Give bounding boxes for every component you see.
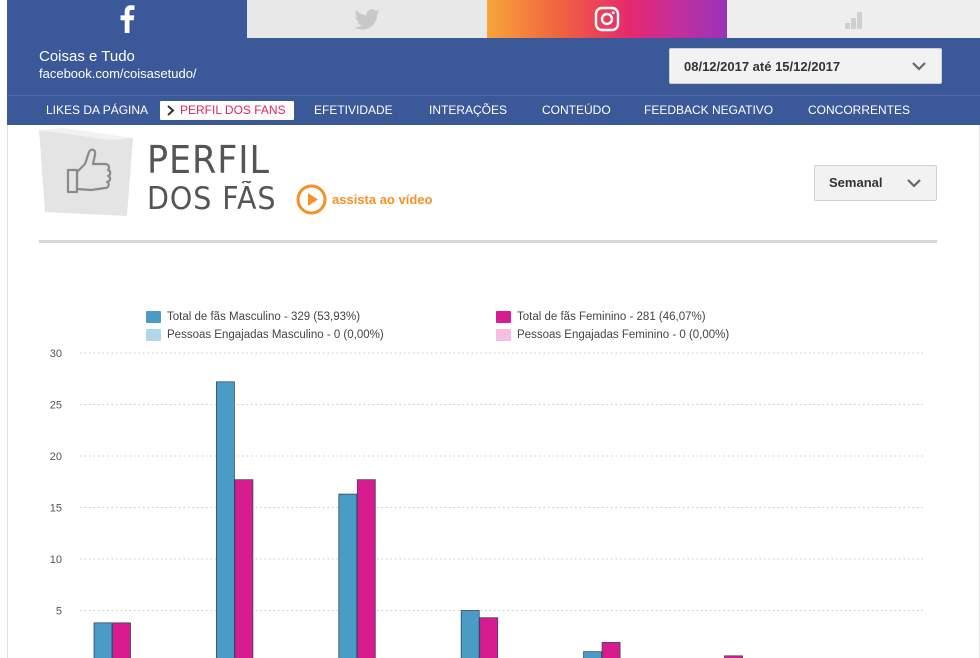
tab-facebook[interactable] [7,0,247,38]
section-nav: LIKES DA PÁGINA PERFIL DOS FANS EFETIVID… [7,95,980,125]
section-divider [39,240,937,243]
facebook-page-url[interactable]: facebook.com/coisasetudo/ [39,66,197,81]
chevron-down-icon [907,179,921,188]
nav-item-concorrentes[interactable]: CONCORRENTES [808,103,911,117]
legend-item-male-fans[interactable]: Total de fãs Masculino - 329 (53,93%) [146,311,360,323]
legend-item-engaged-male[interactable]: Pessoas Engajadas Masculino - 0 (0,00%) [146,329,384,341]
facebook-icon [120,5,135,33]
legend-item-female-fans[interactable]: Total de fãs Feminino - 281 (46,07%) [496,311,706,323]
section-title-line2: DOS FÃS [147,181,277,217]
social-network-tabs [7,0,980,38]
twitter-icon [354,8,380,30]
period-select[interactable]: Semanal [814,165,937,201]
y-tick-label: 20 [50,451,62,463]
fans-profile-chart: 30 25 20 15 10 5 [50,348,926,658]
bar-female[interactable] [601,642,621,658]
instagram-icon [594,6,620,32]
bar-female[interactable] [724,655,743,658]
content-area: PERFIL DOS FÃS assista ao vídeo Semanal … [7,125,980,658]
y-tick-label: 25 [50,400,62,412]
watch-video-label: assista ao vídeo [332,192,433,207]
date-range-select[interactable]: 08/12/2017 até 15/12/2017 [669,48,942,84]
nav-item-conteudo[interactable]: CONTEÚDO [542,103,611,117]
facebook-page-name: Coisas e Tudo [39,48,135,65]
chevron-right-icon [167,105,175,116]
nav-item-likes-da-pagina[interactable]: LIKES DA PÁGINA [46,103,149,117]
page-header: Coisas e Tudo facebook.com/coisasetudo/ … [7,38,980,95]
nav-item-interacoes[interactable]: INTERAÇÕES [429,103,508,117]
tab-other-network[interactable] [727,0,980,38]
bar-female[interactable] [112,622,131,658]
bar-male[interactable] [93,622,113,658]
nav-item-feedback-negativo[interactable]: FEEDBACK NEGATIVO [644,103,774,117]
legend-swatch [496,329,511,341]
bar-chart-icon [844,12,862,29]
legend-swatch [146,329,161,341]
y-tick-label: 10 [50,554,62,566]
nav-item-perfil-dos-fans[interactable]: PERFIL DOS FANS [160,101,294,120]
y-tick-label: 30 [50,348,62,360]
bar-female[interactable] [356,479,376,658]
chevron-down-icon [912,62,926,71]
nav-item-efetividade[interactable]: EFETIVIDADE [314,103,393,117]
bar-male[interactable] [583,651,602,658]
y-tick-label: 5 [56,606,62,618]
legend-swatch [146,311,161,323]
tab-instagram[interactable] [487,0,727,38]
bar-female[interactable] [479,617,499,658]
date-range-value: 08/12/2017 até 15/12/2017 [684,58,841,74]
play-icon [296,184,327,215]
legend-swatch [496,311,511,323]
bar-male[interactable] [215,381,235,658]
bar-female[interactable] [234,479,254,658]
legend-item-engaged-female[interactable]: Pessoas Engajadas Feminino - 0 (0,00%) [496,329,729,341]
tab-twitter[interactable] [247,0,487,38]
section-title-line1: PERFIL [147,138,270,182]
bar-male[interactable] [338,493,358,658]
y-tick-label: 15 [50,503,62,515]
bar-male[interactable] [460,610,480,658]
period-value: Semanal [829,175,883,190]
watch-video-link[interactable]: assista ao vídeo [296,184,432,215]
thumbs-up-icon [39,128,133,216]
